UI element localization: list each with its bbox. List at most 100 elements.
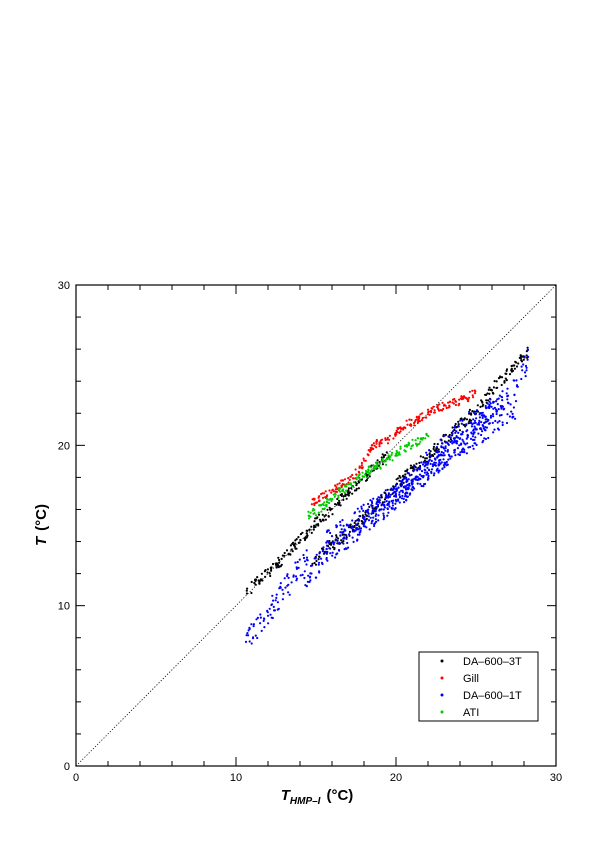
data-point: [386, 507, 389, 510]
data-point: [275, 563, 278, 566]
data-point: [400, 427, 403, 430]
data-point: [353, 511, 357, 514]
data-point: [501, 399, 504, 402]
data-point: [378, 508, 382, 511]
data-point: [414, 442, 417, 445]
data-point: [364, 459, 367, 462]
data-point: [286, 573, 289, 576]
data-point: [331, 551, 334, 554]
data-point: [335, 525, 338, 528]
data-point: [281, 598, 284, 601]
data-point: [351, 536, 354, 539]
data-point: [427, 468, 431, 471]
data-point: [360, 461, 363, 465]
data-point: [381, 453, 384, 456]
data-point: [448, 433, 451, 437]
data-point: [317, 511, 320, 514]
data-point: [448, 404, 451, 407]
data-point: [501, 421, 504, 424]
data-point: [476, 404, 479, 407]
data-point: [270, 603, 273, 607]
data-point: [357, 487, 360, 490]
data-point: [376, 465, 379, 468]
data-point: [432, 447, 435, 450]
y-axis-title: T (°C): [33, 504, 50, 546]
data-point: [458, 402, 461, 405]
data-point: [492, 407, 495, 410]
data-point: [382, 508, 385, 511]
data-point: [355, 523, 358, 526]
data-point: [375, 502, 378, 505]
data-point: [378, 462, 381, 465]
data-point: [297, 566, 300, 570]
data-point: [337, 494, 340, 497]
data-point: [360, 478, 363, 481]
data-point: [334, 488, 337, 491]
data-point: [373, 524, 376, 528]
data-point: [514, 417, 517, 420]
data-point: [406, 492, 409, 495]
data-point: [515, 379, 518, 382]
data-point: [392, 491, 395, 494]
data-point: [473, 422, 476, 425]
data-point: [398, 501, 401, 504]
data-point: [360, 464, 363, 467]
data-point: [493, 406, 496, 409]
series-ati: [307, 432, 430, 520]
data-point: [244, 640, 248, 644]
data-point: [375, 462, 378, 465]
data-point: [366, 510, 369, 514]
data-point: [481, 401, 484, 404]
data-point: [459, 397, 462, 400]
axes: 0 10 20 30 0 10 20 30: [58, 280, 562, 784]
data-point: [341, 479, 345, 482]
data-point: [452, 441, 455, 444]
data-point: [474, 413, 477, 416]
data-point: [398, 451, 401, 454]
data-point: [391, 504, 394, 507]
data-point: [383, 498, 387, 501]
data-point: [373, 444, 376, 447]
data-point: [297, 541, 300, 545]
data-point: [498, 420, 501, 423]
data-point: [250, 642, 253, 645]
data-point: [525, 369, 528, 372]
data-point: [484, 426, 487, 429]
data-point: [311, 562, 314, 565]
data-point: [333, 541, 336, 544]
data-point: [330, 499, 333, 502]
data-point: [444, 404, 447, 407]
data-point: [488, 400, 491, 403]
data-point: [383, 503, 386, 507]
data-point: [471, 438, 475, 441]
data-point: [338, 482, 341, 485]
data-point: [339, 493, 342, 496]
data-point: [441, 409, 444, 412]
data-point: [357, 522, 360, 525]
data-point: [399, 445, 402, 448]
data-point: [435, 450, 438, 453]
data-point: [484, 437, 487, 441]
data-point: [327, 541, 330, 544]
data-point: [361, 520, 364, 523]
data-point: [487, 406, 490, 409]
data-point: [527, 355, 530, 358]
data-point: [272, 599, 275, 602]
data-point: [368, 465, 371, 468]
data-point: [367, 471, 370, 474]
data-point: [451, 430, 454, 433]
data-point: [316, 516, 319, 519]
data-point: [332, 493, 335, 496]
data-point: [342, 537, 345, 540]
data-point: [329, 552, 332, 555]
data-point: [418, 473, 422, 476]
data-point: [263, 617, 266, 621]
data-point: [386, 457, 389, 461]
data-point: [407, 478, 410, 481]
data-point: [308, 528, 311, 531]
data-point: [250, 623, 253, 626]
data-point: [247, 629, 250, 632]
data-point: [473, 419, 476, 422]
data-point: [433, 461, 436, 464]
data-point: [493, 428, 496, 431]
